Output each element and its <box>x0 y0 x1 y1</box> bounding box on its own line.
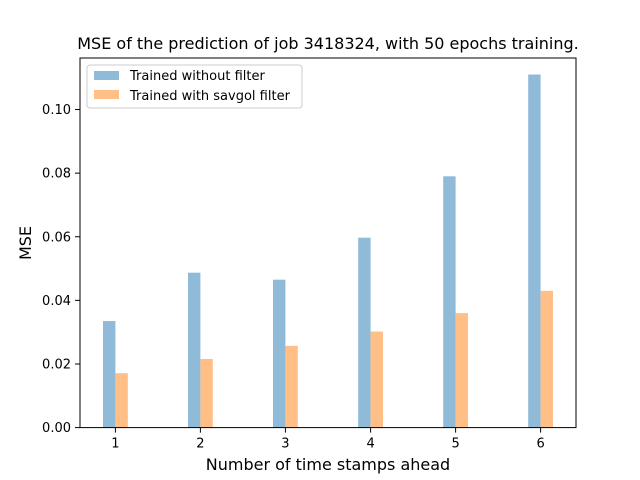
y-axis: 0.00 0.02 0.04 0.06 0.08 0.10 <box>42 103 80 436</box>
bar-without-filter-5 <box>443 176 456 428</box>
y-tick-label-0.08: 0.08 <box>42 167 71 182</box>
x-tick-label-5: 5 <box>451 437 459 452</box>
y-tick-label-0.06: 0.06 <box>42 230 71 245</box>
y-tick-label-0.02: 0.02 <box>42 357 71 372</box>
y-tick-label-0.04: 0.04 <box>42 294 71 309</box>
x-tick-label-3: 3 <box>281 437 289 452</box>
x-tick-label-1: 1 <box>111 437 119 452</box>
y-axis-label: MSE <box>16 226 35 260</box>
legend-label-with-savgol-filter: Trained with savgol filter <box>129 89 291 104</box>
bar-with-savgol-filter-2 <box>200 358 213 428</box>
bar-with-savgol-filter-1 <box>115 373 128 428</box>
legend-swatch-with-savgol-filter <box>94 90 119 99</box>
y-tick-label-0.10: 0.10 <box>42 103 71 118</box>
x-tick-label-6: 6 <box>536 437 544 452</box>
y-tick-label-0.00: 0.00 <box>42 421 71 436</box>
bar-without-filter-1 <box>103 321 116 428</box>
legend-swatch-without-filter <box>94 71 119 80</box>
bar-with-savgol-filter-4 <box>370 331 383 428</box>
bar-with-savgol-filter-5 <box>455 313 468 428</box>
bar-without-filter-6 <box>528 74 541 428</box>
x-tick-label-2: 2 <box>196 437 204 452</box>
bar-with-savgol-filter-3 <box>285 345 298 428</box>
x-axis-label: Number of time stamps ahead <box>206 455 450 474</box>
bar-without-filter-3 <box>273 279 286 428</box>
bars-layer <box>103 74 553 428</box>
legend-label-without-filter: Trained without filter <box>129 69 265 84</box>
plot-frame <box>79 57 577 429</box>
x-axis: 1 2 3 4 5 6 <box>111 427 545 452</box>
legend: Trained without filter Trained with savg… <box>86 64 303 109</box>
bar-without-filter-4 <box>358 237 371 428</box>
bar-without-filter-2 <box>188 272 201 428</box>
x-tick-label-4: 4 <box>366 437 374 452</box>
legend-box <box>86 64 303 109</box>
bar-with-savgol-filter-6 <box>540 290 553 428</box>
chart-title: MSE of the prediction of job 3418324, wi… <box>77 34 578 53</box>
